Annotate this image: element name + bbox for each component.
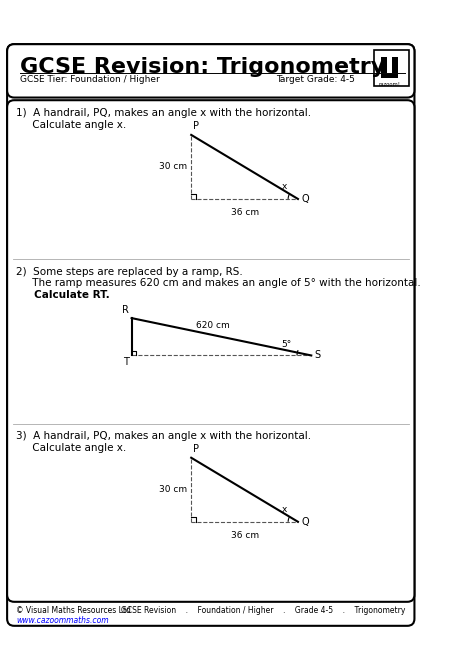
Bar — [374, 50, 409, 86]
Text: 30 cm: 30 cm — [159, 485, 187, 494]
Text: T: T — [123, 357, 129, 367]
Text: R: R — [122, 305, 129, 314]
Text: 620 cm: 620 cm — [196, 321, 229, 330]
FancyBboxPatch shape — [7, 100, 414, 602]
Text: © Visual Maths Resources Ltd: © Visual Maths Resources Ltd — [16, 606, 131, 615]
Text: Calculate angle x.: Calculate angle x. — [16, 120, 126, 130]
Text: Q: Q — [301, 194, 309, 204]
Text: GCSE Revision: Trigonometry: GCSE Revision: Trigonometry — [19, 57, 385, 76]
Text: Target Grade: 4-5: Target Grade: 4-5 — [276, 75, 355, 84]
Text: 1)  A handrail, PQ, makes an angle x with the horizontal.: 1) A handrail, PQ, makes an angle x with… — [16, 109, 311, 118]
Text: GCSE Revision    .    Foundation / Higher    .    Grade 4-5    .    Trigonometry: GCSE Revision . Foundation / Higher . Gr… — [121, 606, 406, 615]
Text: 30 cm: 30 cm — [159, 162, 187, 172]
Text: razoom!: razoom! — [379, 82, 401, 86]
Text: Calculate angle x.: Calculate angle x. — [16, 443, 126, 453]
Text: 2)  Some steps are replaced by a ramp, RS.: 2) Some steps are replaced by a ramp, RS… — [16, 267, 243, 277]
Text: S: S — [315, 350, 321, 360]
FancyBboxPatch shape — [7, 44, 414, 98]
Text: 3)  A handrail, PQ, makes an angle x with the horizontal.: 3) A handrail, PQ, makes an angle x with… — [16, 431, 311, 441]
Text: 36 cm: 36 cm — [230, 208, 259, 217]
Text: P: P — [193, 444, 199, 454]
Text: x: x — [282, 182, 287, 191]
Text: www.cazoommaths.com: www.cazoommaths.com — [16, 616, 109, 625]
Text: x: x — [282, 505, 287, 514]
Text: 36 cm: 36 cm — [230, 531, 259, 539]
Bar — [381, 74, 399, 78]
Bar — [381, 57, 387, 72]
Bar — [392, 57, 399, 72]
Text: 5°: 5° — [281, 340, 292, 349]
FancyBboxPatch shape — [7, 44, 414, 626]
Text: Q: Q — [301, 517, 309, 527]
Text: GCSE Tier: Foundation / Higher: GCSE Tier: Foundation / Higher — [19, 75, 159, 84]
Text: Calculate RT.: Calculate RT. — [16, 289, 110, 299]
Text: P: P — [193, 121, 199, 131]
Text: The ramp measures 620 cm and makes an angle of 5° with the horizontal.: The ramp measures 620 cm and makes an an… — [16, 278, 421, 288]
